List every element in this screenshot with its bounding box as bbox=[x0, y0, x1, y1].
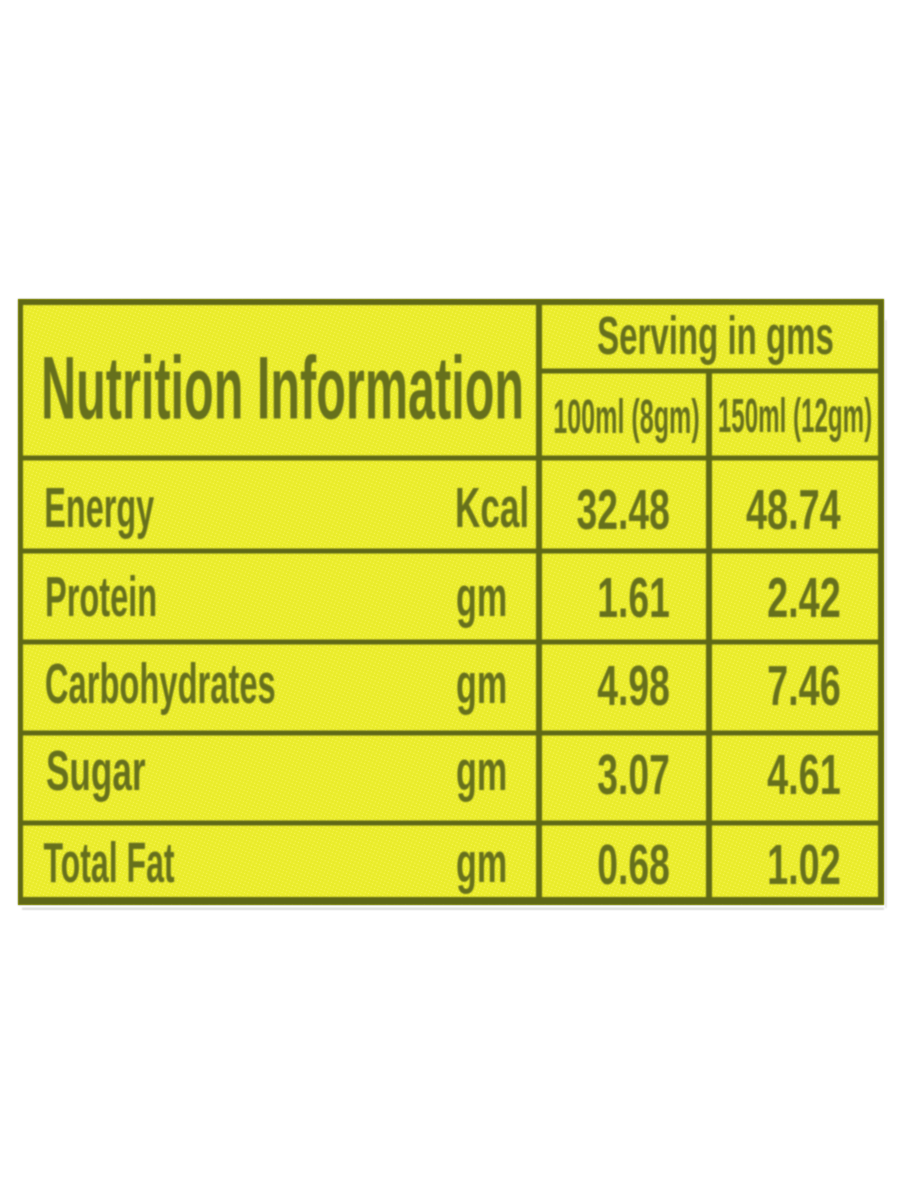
svg-text:Protein: Protein bbox=[45, 565, 157, 629]
svg-text:2.42: 2.42 bbox=[767, 566, 841, 629]
svg-text:gm: gm bbox=[456, 739, 507, 802]
svg-text:gm: gm bbox=[456, 652, 507, 715]
svg-text:Total Fat: Total Fat bbox=[44, 830, 175, 894]
svg-text:1.61: 1.61 bbox=[597, 567, 670, 630]
svg-text:1.02: 1.02 bbox=[767, 833, 841, 896]
svg-text:100ml (8gm): 100ml (8gm) bbox=[553, 390, 699, 444]
svg-text:Serving in gms: Serving in gms bbox=[597, 306, 834, 366]
svg-text:Nutrition Information: Nutrition Information bbox=[41, 339, 524, 438]
svg-text:7.46: 7.46 bbox=[767, 654, 841, 717]
svg-text:4.61: 4.61 bbox=[767, 743, 841, 806]
svg-text:Kcal: Kcal bbox=[455, 475, 529, 539]
svg-text:gm: gm bbox=[456, 831, 507, 894]
svg-text:3.07: 3.07 bbox=[597, 744, 670, 807]
svg-text:150ml (12gm): 150ml (12gm) bbox=[718, 390, 872, 443]
svg-text:0.68: 0.68 bbox=[597, 834, 670, 897]
svg-text:32.48: 32.48 bbox=[577, 479, 670, 542]
svg-text:gm: gm bbox=[456, 565, 507, 628]
svg-text:48.74: 48.74 bbox=[746, 478, 841, 541]
svg-text:Carbohydrates: Carbohydrates bbox=[45, 652, 276, 716]
svg-text:Sugar: Sugar bbox=[46, 738, 146, 802]
svg-text:Energy: Energy bbox=[44, 475, 154, 539]
svg-text:4.98: 4.98 bbox=[597, 655, 670, 718]
